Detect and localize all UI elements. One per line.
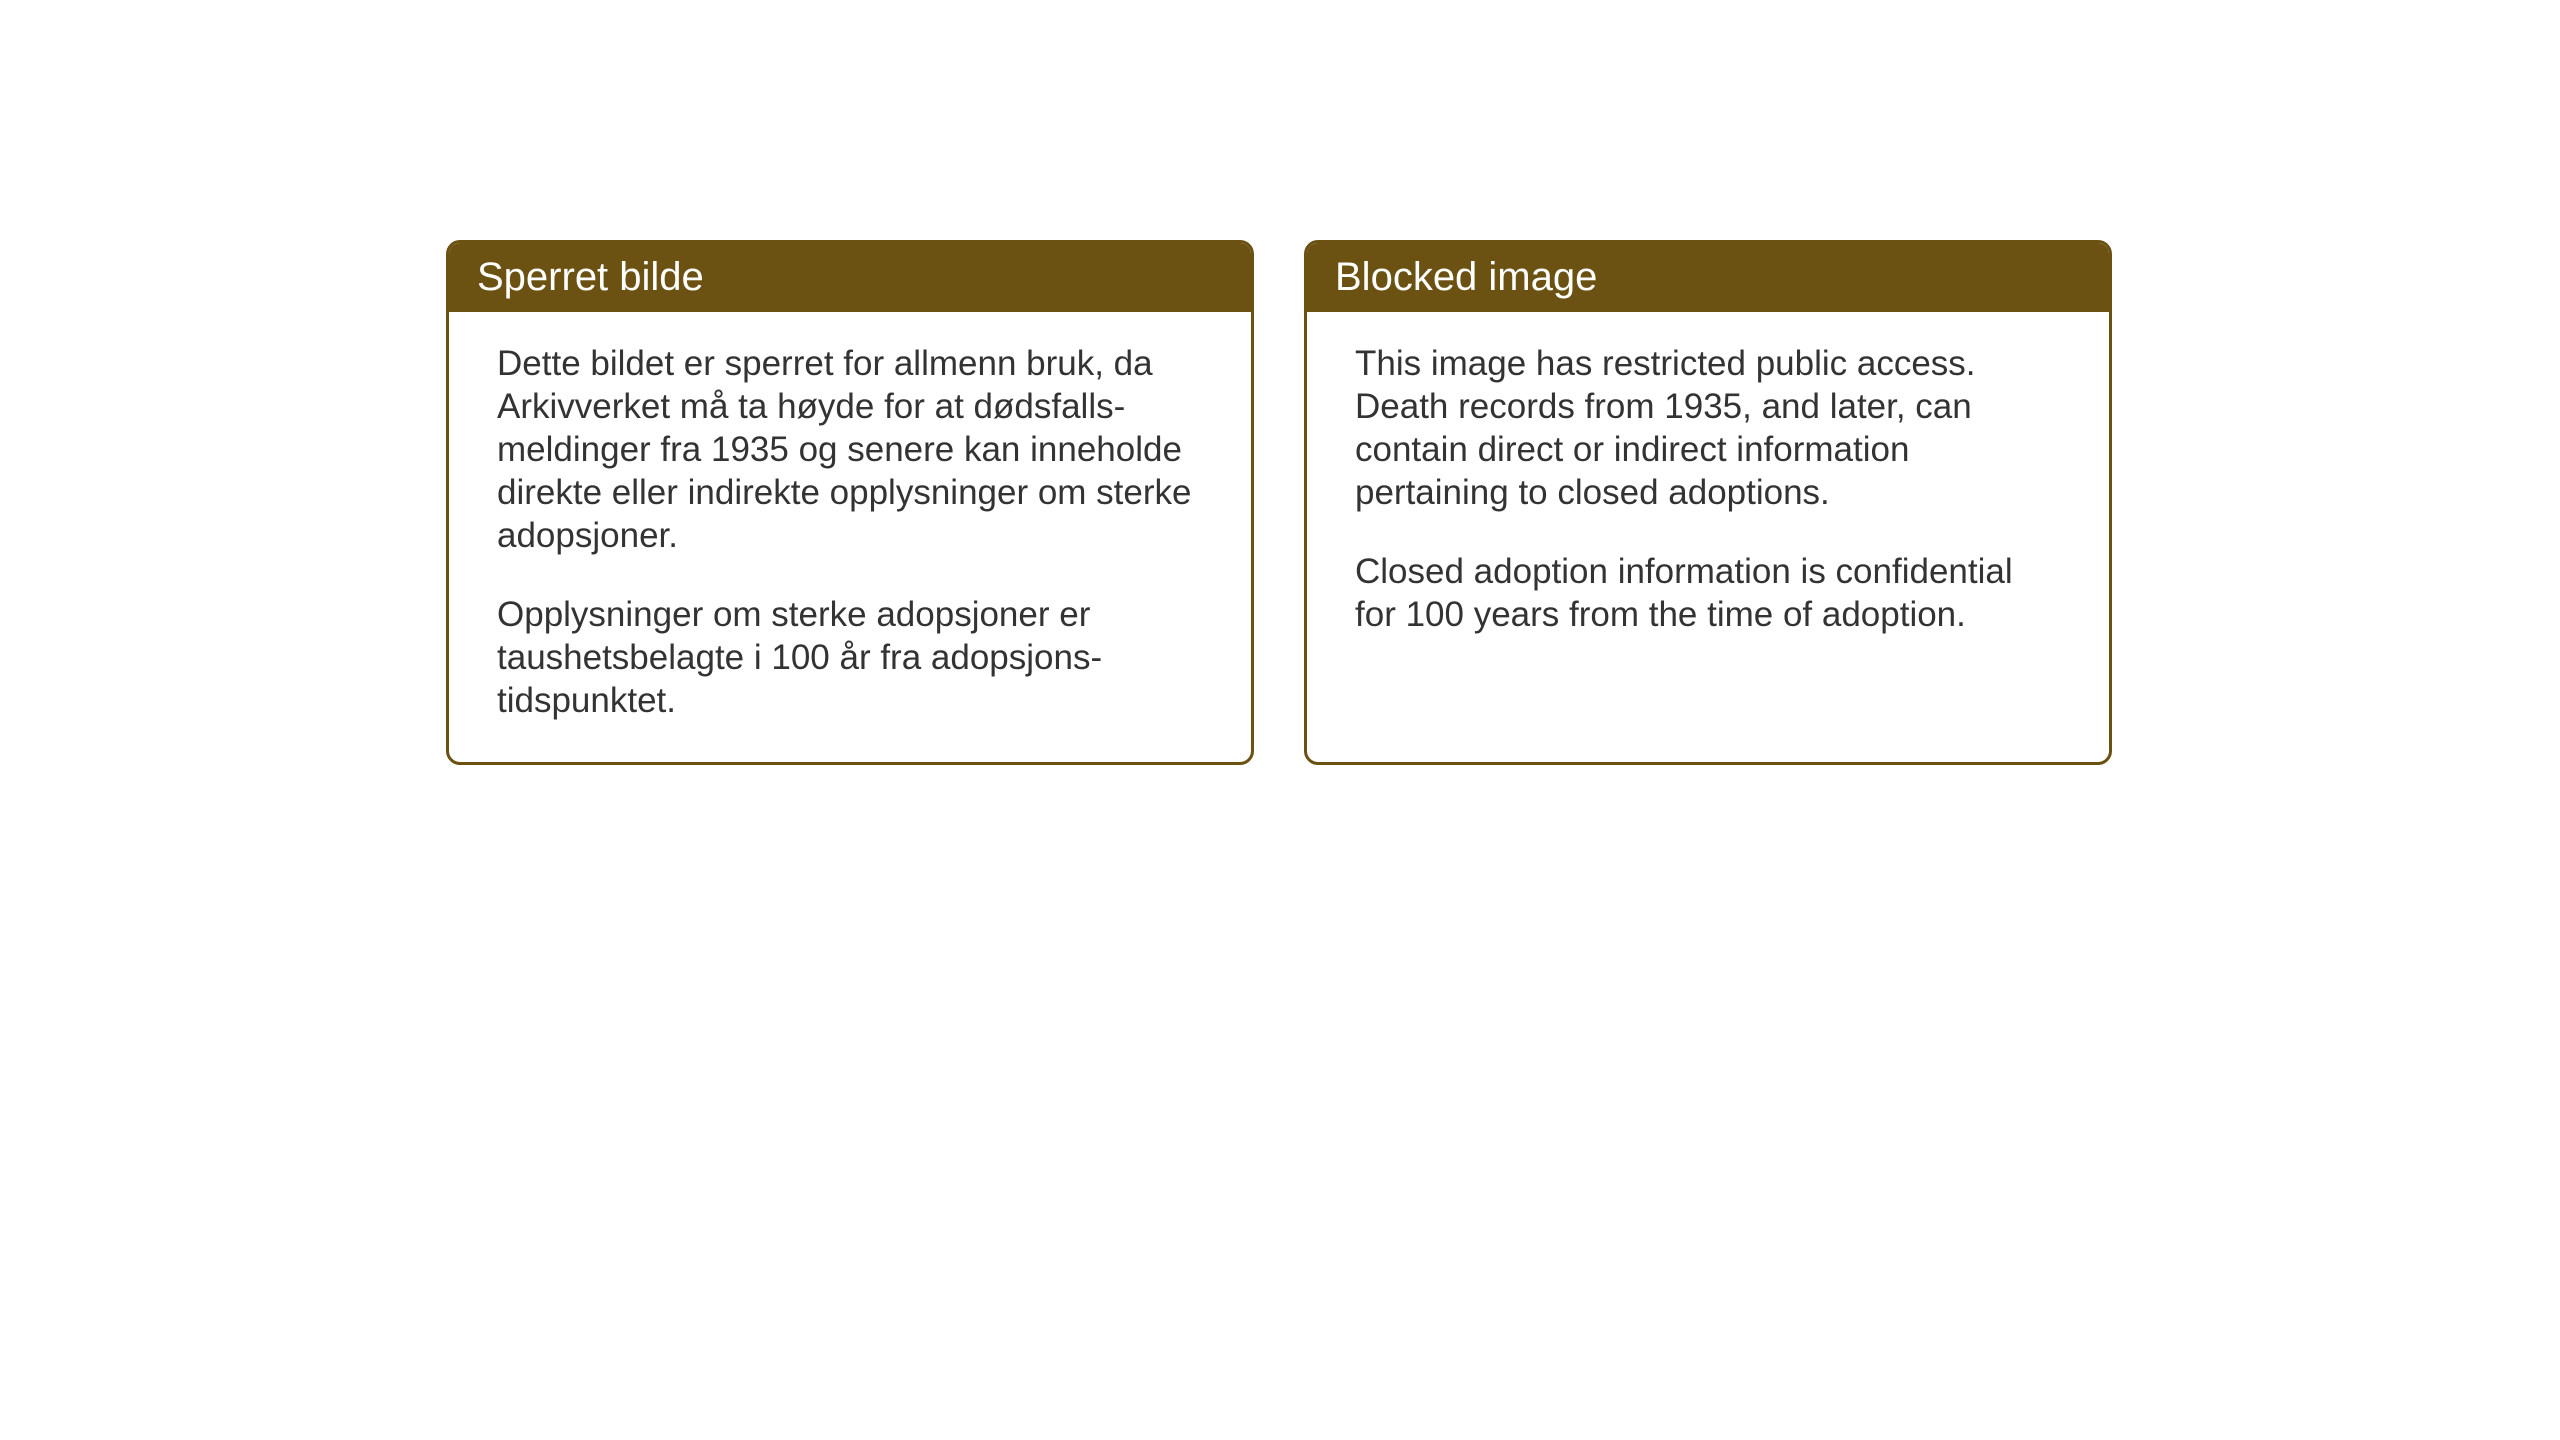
- notice-title-norwegian: Sperret bilde: [477, 255, 704, 299]
- notices-container: Sperret bilde Dette bildet er sperret fo…: [0, 0, 2560, 765]
- notice-title-english: Blocked image: [1335, 255, 1597, 299]
- notice-header-norwegian: Sperret bilde: [449, 243, 1251, 312]
- notice-paragraph: Closed adoption information is confident…: [1355, 550, 2061, 636]
- notice-box-norwegian: Sperret bilde Dette bildet er sperret fo…: [446, 240, 1254, 765]
- notice-paragraph: Opplysninger om sterke adopsjoner er tau…: [497, 593, 1203, 722]
- notice-body-english: This image has restricted public access.…: [1307, 312, 2109, 676]
- notice-body-norwegian: Dette bildet er sperret for allmenn bruk…: [449, 312, 1251, 762]
- notice-header-english: Blocked image: [1307, 243, 2109, 312]
- notice-paragraph: This image has restricted public access.…: [1355, 342, 2061, 514]
- notice-paragraph: Dette bildet er sperret for allmenn bruk…: [497, 342, 1203, 557]
- notice-box-english: Blocked image This image has restricted …: [1304, 240, 2112, 765]
